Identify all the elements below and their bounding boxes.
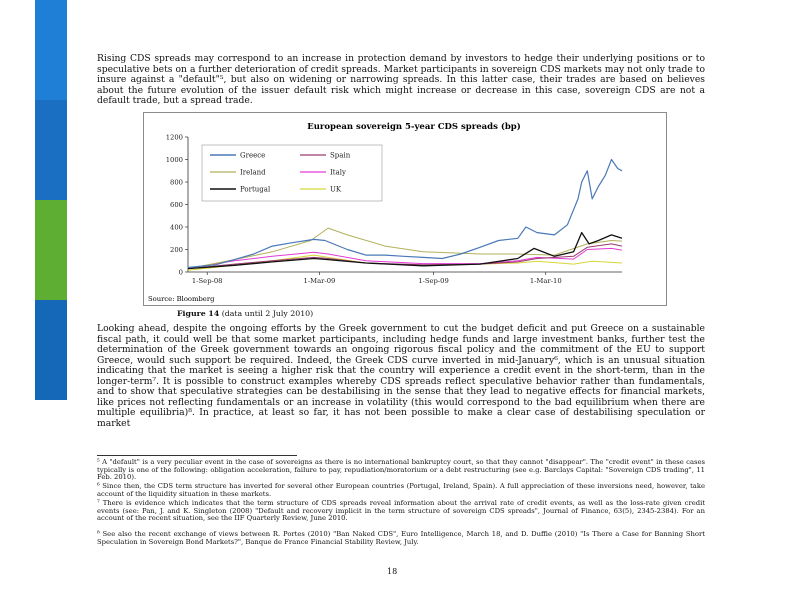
series-line-italy (187, 247, 623, 269)
chart-series (187, 158, 623, 271)
decorative-band-blue (35, 100, 67, 200)
y-tick-label: 200 (170, 246, 183, 254)
legend-label-ireland: Ireland (240, 169, 266, 177)
document-page: Rising CDS spreads may correspond to an … (97, 0, 707, 600)
paragraph-looking-ahead: Looking ahead, despite the ongoing effor… (97, 323, 705, 429)
chart-title: European sovereign 5-year CDS spreads (b… (307, 121, 521, 132)
chart-legend: Greece Spain Ireland Italy Portugal UK (201, 144, 383, 202)
chart-frame: European sovereign 5-year CDS spreads (b… (143, 112, 667, 306)
chart-source: Source: Bloomberg (148, 295, 215, 303)
legend-label-greece: Greece (240, 152, 265, 160)
footnote-8: ⁸ See also the recent exchange of views … (97, 530, 705, 546)
legend-label-spain: Spain (330, 152, 351, 160)
footnote-5: ⁵ A "default" is a very peculiar event i… (97, 458, 705, 482)
chart-axes: 0 200 400 600 800 1000 1200 1-Sep-08 1-Mar-09 1-S… (166, 134, 622, 285)
y-tick-label: 0 (179, 269, 183, 277)
page-number: 18 (387, 567, 398, 576)
footnote-6: ⁶ Since then, the CDS term structure has… (97, 482, 705, 498)
footnote-7: ⁷ There is evidence which indicates that… (97, 499, 705, 523)
x-tick-label: 1-Mar-09 (304, 277, 336, 285)
legend-box (201, 144, 383, 202)
paragraph-cds-spreads: Rising CDS spreads may correspond to an … (97, 53, 705, 106)
footnote-rule (97, 455, 297, 456)
legend-label-uk: UK (330, 186, 342, 194)
x-tick-label: 1-Sep-09 (418, 277, 449, 285)
figure-caption-label: Figure 14 (177, 309, 220, 318)
cds-spreads-chart: European sovereign 5-year CDS spreads (b… (148, 121, 623, 303)
series-line-ireland (187, 227, 623, 270)
decorative-band-green (35, 200, 67, 300)
x-tick-label: 1-Sep-08 (192, 277, 223, 285)
y-tick-label: 1200 (166, 134, 183, 142)
y-tick-label: 1000 (166, 156, 183, 164)
legend-label-italy: Italy (330, 169, 346, 177)
y-tick-label: 600 (170, 201, 183, 209)
decorative-band-blue-bottom (35, 300, 67, 400)
legend-label-portugal: Portugal (240, 186, 271, 194)
x-tick-label: 1-Mar-10 (530, 277, 562, 285)
figure-caption-text: (data until 2 July 2010) (219, 309, 314, 318)
figure-caption: Figure 14 (data until 2 July 2010) (177, 309, 313, 318)
y-tick-label: 800 (170, 179, 183, 187)
series-line-greece (187, 158, 623, 269)
y-tick-label: 400 (170, 224, 183, 232)
decorative-band-blue-top (35, 0, 67, 100)
series-line-portugal (187, 231, 623, 270)
